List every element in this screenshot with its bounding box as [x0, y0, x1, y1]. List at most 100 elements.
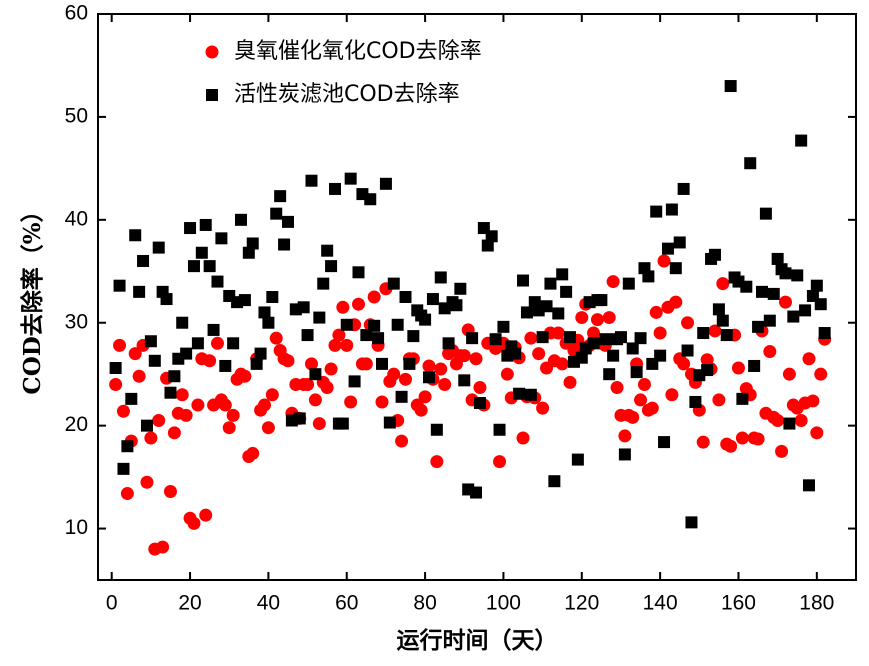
- point: [281, 215, 294, 228]
- point: [775, 444, 789, 458]
- point: [367, 290, 381, 304]
- point: [180, 347, 193, 360]
- point: [121, 440, 134, 453]
- point: [324, 362, 338, 376]
- point: [724, 439, 738, 453]
- point: [658, 436, 671, 449]
- point: [575, 351, 588, 364]
- point: [513, 387, 526, 400]
- point: [642, 270, 655, 283]
- point: [637, 377, 651, 391]
- point: [395, 390, 408, 403]
- point: [257, 398, 271, 412]
- point: [281, 354, 295, 368]
- point: [795, 134, 808, 147]
- point: [211, 275, 224, 288]
- point: [599, 333, 612, 346]
- point: [336, 300, 350, 314]
- point: [163, 484, 177, 498]
- point: [266, 291, 279, 303]
- point: [430, 455, 444, 469]
- point: [387, 367, 401, 381]
- point: [603, 368, 616, 381]
- point: [716, 314, 729, 327]
- y-tick-label: 40: [65, 207, 88, 230]
- point: [376, 357, 389, 370]
- point: [352, 297, 366, 311]
- point: [137, 254, 150, 267]
- point: [304, 357, 318, 371]
- point: [399, 372, 413, 386]
- point: [681, 344, 694, 357]
- point: [551, 326, 565, 340]
- point: [787, 310, 800, 323]
- point: [305, 174, 318, 187]
- point: [187, 260, 200, 273]
- point: [312, 417, 326, 431]
- point: [368, 319, 381, 332]
- point: [661, 242, 674, 255]
- x-tick-label: 80: [413, 592, 436, 615]
- point: [752, 320, 765, 333]
- point: [352, 266, 365, 279]
- point: [782, 367, 796, 381]
- point: [489, 333, 502, 346]
- point: [191, 337, 204, 350]
- point: [116, 404, 130, 418]
- point: [735, 431, 749, 445]
- x-tick-label: 140: [643, 592, 678, 615]
- point: [250, 357, 263, 370]
- point: [219, 359, 232, 372]
- point: [622, 277, 635, 290]
- point: [763, 314, 776, 327]
- point: [309, 368, 322, 381]
- point: [771, 413, 785, 427]
- point: [395, 434, 409, 448]
- point: [509, 347, 522, 360]
- point: [552, 307, 565, 320]
- point: [540, 300, 553, 313]
- point: [301, 329, 314, 342]
- point: [665, 203, 678, 216]
- point: [677, 182, 690, 195]
- point: [653, 326, 667, 340]
- point: [524, 331, 538, 345]
- y-tick-label: 20: [65, 413, 88, 436]
- y-tick-label: 30: [65, 310, 88, 333]
- point: [128, 347, 142, 361]
- point: [556, 268, 569, 281]
- point: [414, 403, 428, 417]
- point: [814, 298, 827, 311]
- point: [466, 332, 479, 345]
- point: [407, 330, 420, 343]
- point: [720, 329, 733, 342]
- point: [744, 157, 757, 170]
- point: [685, 516, 698, 529]
- point: [129, 229, 142, 242]
- point: [630, 366, 643, 379]
- point: [313, 311, 326, 324]
- point: [736, 392, 749, 405]
- point: [818, 327, 831, 340]
- point: [203, 260, 216, 273]
- y-tick-label: 10: [65, 516, 88, 539]
- point: [321, 244, 334, 257]
- point: [657, 254, 671, 268]
- x-tick-label: 60: [335, 592, 358, 615]
- point: [109, 377, 123, 391]
- legend-label: 活性炭滤池COD去除率: [234, 82, 460, 107]
- point: [731, 361, 745, 375]
- point: [802, 479, 815, 492]
- point: [536, 401, 550, 415]
- point: [767, 287, 780, 300]
- point: [164, 386, 177, 399]
- point: [677, 357, 691, 371]
- point: [270, 207, 283, 220]
- point: [457, 349, 471, 363]
- point: [278, 238, 291, 251]
- x-tick-label: 0: [106, 592, 118, 615]
- point: [610, 381, 624, 395]
- point: [810, 426, 824, 440]
- point: [191, 398, 205, 412]
